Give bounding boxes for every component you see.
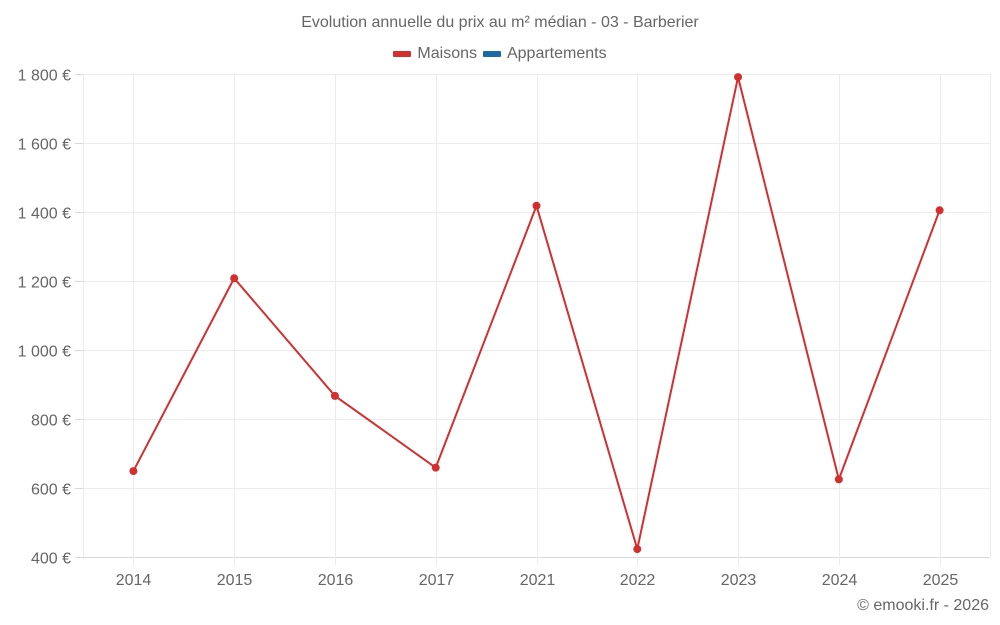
x-tick-label: 2021 <box>520 572 556 589</box>
x-tick-label: 2025 <box>923 572 959 589</box>
y-tick-label: 800 € <box>31 413 71 430</box>
x-axis: 2014 2015 2016 2017 2021 2022 2023 2024 2025 <box>116 572 959 589</box>
legend-swatch-appartements <box>482 51 501 57</box>
series-layer <box>129 73 944 554</box>
y-tick-label: 1 600 € <box>18 137 71 154</box>
chart-title: Evolution annuelle du prix au m² médian … <box>301 14 699 31</box>
data-point[interactable] <box>129 467 138 476</box>
data-point[interactable] <box>834 475 843 484</box>
y-axis: 400 € 600 € 800 € 1 000 € 1 200 € 1 400 € 1 60… <box>18 68 83 568</box>
x-tick-label: 2023 <box>721 572 757 589</box>
legend-item-appartements[interactable]: Appartements <box>482 45 607 63</box>
data-point[interactable] <box>230 274 239 283</box>
data-point[interactable] <box>734 73 743 82</box>
y-tick-label: 600 € <box>31 482 71 499</box>
y-tick-label: 1 200 € <box>18 275 71 292</box>
data-point[interactable] <box>633 545 642 554</box>
legend-label-appartements: Appartements <box>506 45 607 62</box>
x-tick-label: 2015 <box>217 572 253 589</box>
data-point[interactable] <box>935 206 944 215</box>
x-tick-label: 2014 <box>116 572 152 589</box>
series-line-maisons <box>132 76 941 551</box>
copyright-credit: © emooki.fr - 2026 <box>857 597 989 614</box>
data-point[interactable] <box>532 201 541 210</box>
y-tick-label: 400 € <box>31 551 71 568</box>
legend-item-maisons[interactable]: Maisons <box>393 45 477 63</box>
x-tick-label: 2017 <box>419 572 455 589</box>
x-tick-label: 2022 <box>620 572 656 589</box>
x-tick-label: 2016 <box>318 572 354 589</box>
data-point[interactable] <box>431 463 440 472</box>
x-tick-label: 2024 <box>822 572 858 589</box>
y-tick-label: 1 800 € <box>18 68 71 85</box>
data-point[interactable] <box>330 391 339 400</box>
y-tick-label: 1 000 € <box>18 344 71 361</box>
legend-label-maisons: Maisons <box>417 45 477 62</box>
grid-lines <box>83 74 991 565</box>
chart-legend: Maisons Appartements <box>0 45 1000 63</box>
y-tick-label: 1 400 € <box>18 206 71 223</box>
legend-swatch-maisons <box>393 51 412 57</box>
